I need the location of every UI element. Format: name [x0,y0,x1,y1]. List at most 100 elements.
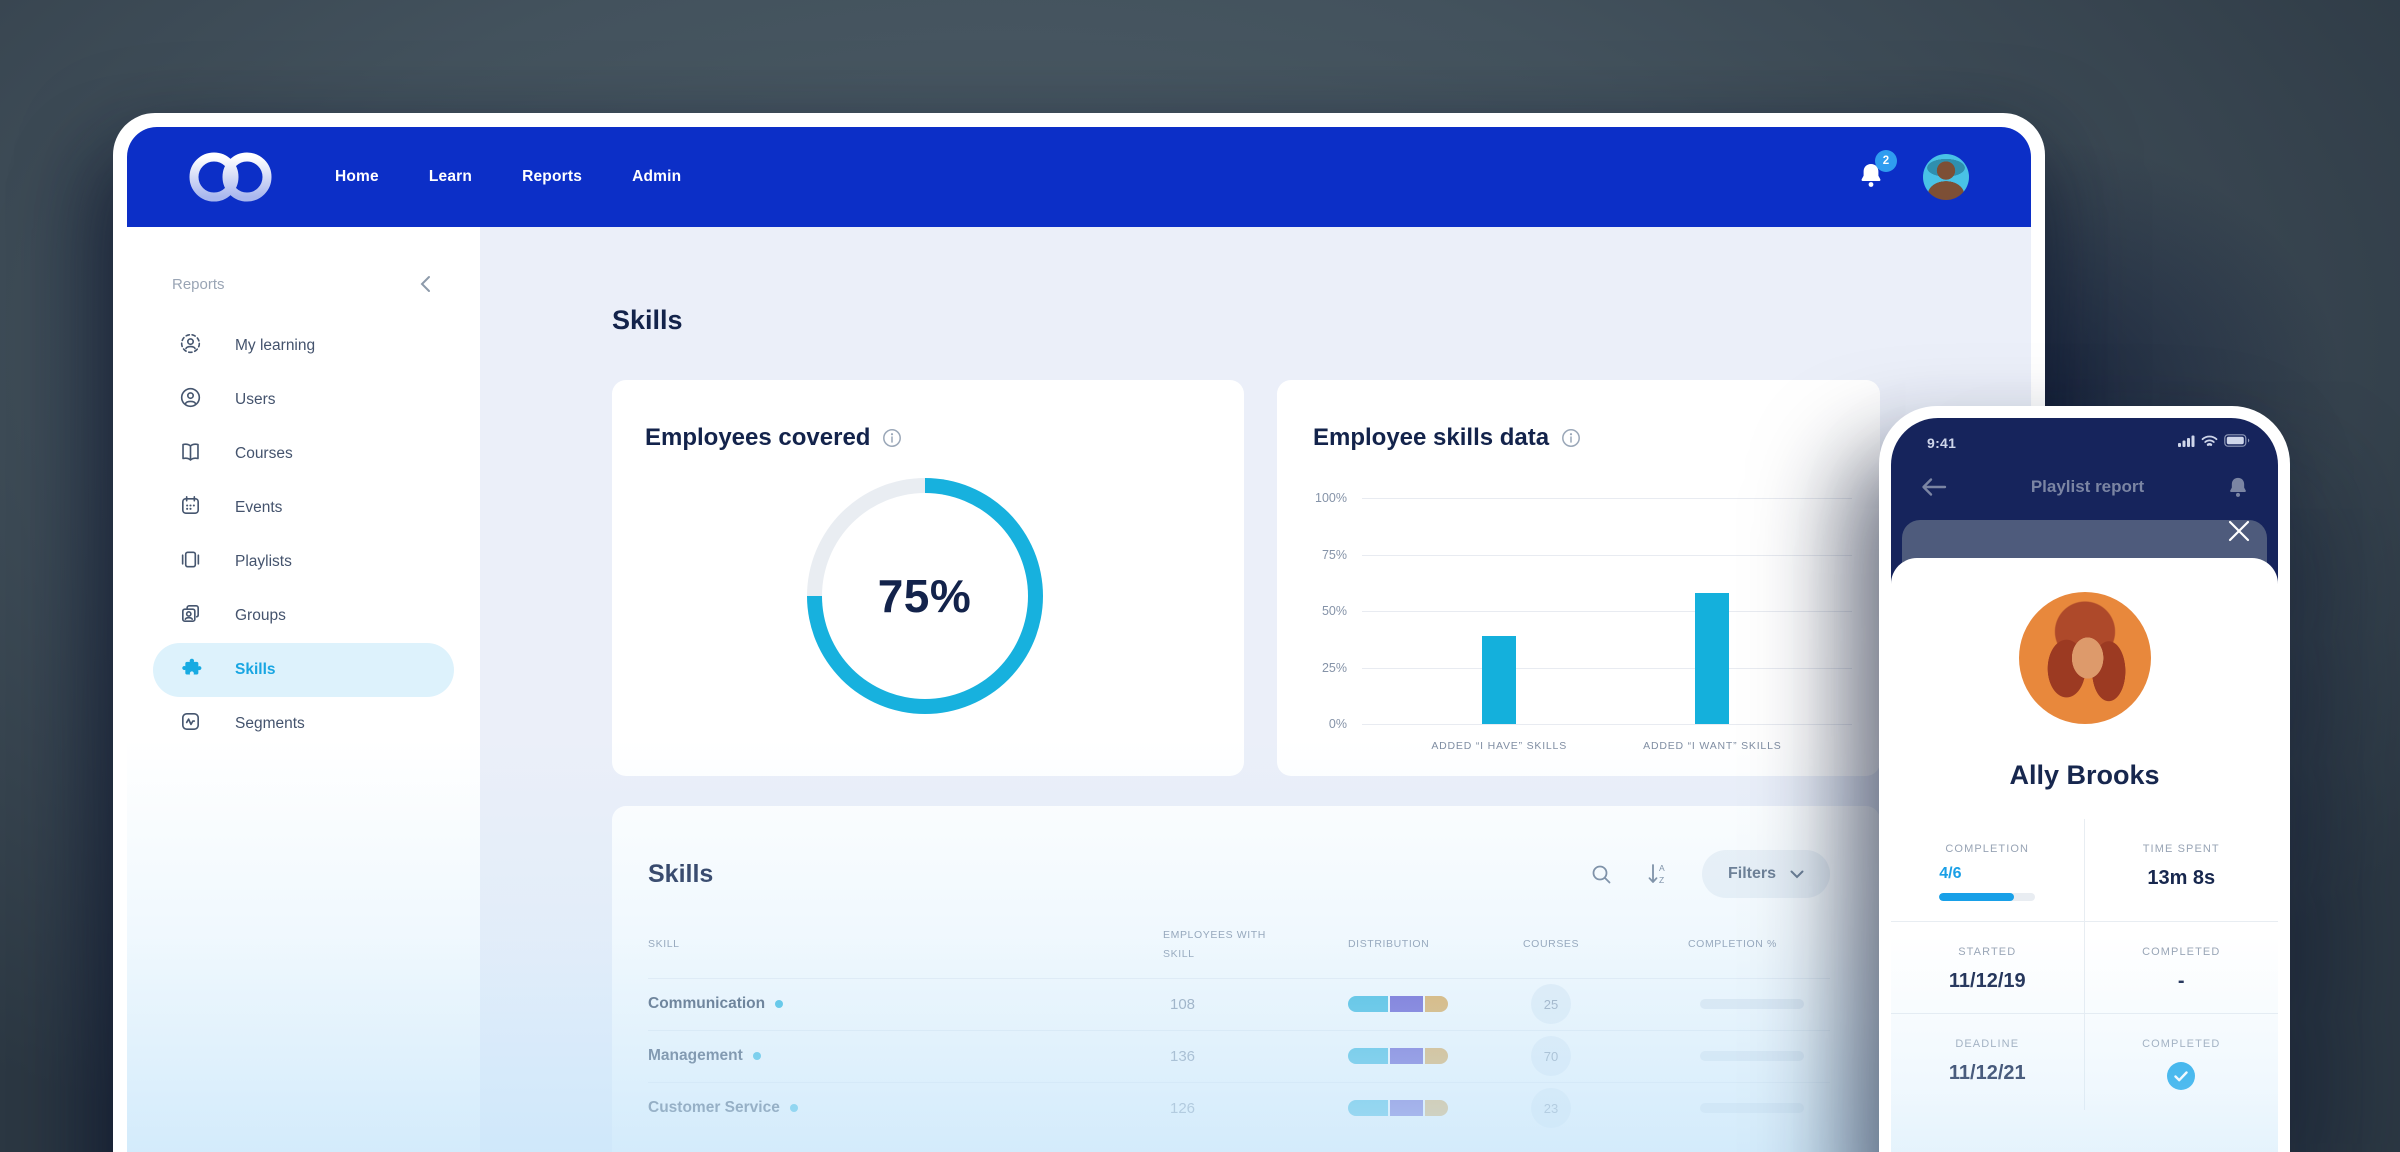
y-axis: 100% 75% 50% 25% 0% [1313,491,1347,731]
stat-label: STARTED [1958,946,2017,958]
skill-name: Management [648,1047,743,1065]
table-row[interactable]: Customer Service 126 23 [648,1081,1830,1134]
table-header-row: Skill Employees with skill Distribution … [648,926,1830,978]
employees-covered-card: Employees covered 75% [612,380,1244,776]
check-circle-icon [2167,1062,2196,1090]
bell-icon[interactable] [2228,476,2248,498]
group-icon [179,602,202,630]
courses-badge: 70 [1531,1036,1571,1077]
stat-value: 11/12/21 [1948,1062,2026,1084]
courses-badge: 25 [1531,984,1571,1025]
column-header: Courses [1523,938,1580,951]
employee-skills-data-card: Employee skills data 100% 75% 50% [1277,380,1880,776]
sidebar-title: Reports [172,275,225,293]
sidebar-item-label: Playlists [235,553,292,570]
book-icon [179,440,202,468]
card-title: Employee skills data [1313,424,1550,451]
phone-screen: 9:41 Playlist report [1891,418,2278,1152]
ally-brooks-avatar [2018,592,2151,724]
notifications-button[interactable]: 2 [1859,149,1897,193]
table-title: Skills [648,859,714,888]
sidebar-item-events[interactable]: Events [153,481,454,535]
skill-name: Communication [648,995,766,1013]
bar [1695,592,1730,724]
info-icon[interactable] [1561,428,1581,448]
sidebar-item-courses[interactable]: Courses [153,427,454,481]
skill-dot [752,1052,761,1061]
table-row[interactable]: Management 136 70 [648,1029,1830,1082]
sidebar-item-groups[interactable]: Groups [153,589,454,643]
segment-icon [179,710,202,738]
bar [1482,635,1517,724]
nav-link-learn[interactable]: Learn [428,168,473,185]
stat-label: COMPLETION [1945,843,2030,855]
column-header: Distribution [1348,938,1430,951]
stat-started: STARTED 11/12/19 [1891,921,2085,1013]
nav-link-home[interactable]: Home [335,168,379,185]
search-icon[interactable] [1591,864,1612,885]
infinity-logo-icon[interactable] [183,149,279,205]
back-arrow-icon[interactable] [1921,477,1947,497]
bell-icon [1859,163,1883,192]
nav-link-reports[interactable]: Reports [522,168,583,185]
sidebar-item-skills[interactable]: Skills [153,643,454,697]
bar-chart: 100% 75% 50% 25% 0% [1313,491,1852,731]
y-tick: 0% [1328,717,1347,731]
y-tick: 100% [1315,491,1347,505]
playlist-icon [179,548,202,576]
donut-value: 75% [877,570,972,622]
employees-count: 108 [1170,995,1196,1013]
skill-dot [789,1104,798,1113]
filters-label: Filters [1727,865,1776,882]
sidebar-item-users[interactable]: Users [153,373,454,427]
stat-label: COMPLETED [2142,1038,2221,1050]
wifi-icon [2201,434,2218,452]
user-avatar[interactable] [1923,154,1969,200]
phone-page-title: Playlist report [2030,477,2145,496]
skill-name: Customer Service [648,1099,780,1117]
stat-completed-check: COMPLETED [2084,1013,2278,1110]
stat-label: TIME SPENT [2142,843,2220,855]
y-tick: 50% [1321,604,1347,618]
phone-status-bar: 9:41 [1891,418,2278,452]
sidebar-item-label: Courses [235,445,293,462]
distribution-bar [1348,996,1448,1013]
sidebar-item-playlists[interactable]: Playlists [153,535,454,589]
distribution-bar [1348,1100,1448,1117]
donut-chart: 75% [806,478,1043,714]
card-title: Employees covered [645,424,871,451]
completion-track [1700,999,1804,1010]
stat-label: DEADLINE [1955,1038,2020,1050]
y-tick: 75% [1321,547,1347,562]
stat-time-spent: TIME SPENT 13m 8s [2085,819,2279,921]
sidebar-item-label: Groups [235,607,286,624]
nav-link-admin[interactable]: Admin [632,168,682,185]
svg-text:A: A [1659,863,1665,873]
calendar-icon [179,494,202,522]
signal-icon [2178,434,2195,452]
chevron-left-icon[interactable] [420,275,432,293]
puzzle-icon [179,656,202,684]
stat-value: 13m 8s [2147,867,2216,889]
info-icon[interactable] [882,428,902,448]
completion-track [1700,1103,1804,1114]
sidebar-item-label: Events [235,499,283,516]
completion-fraction: 4/6 [1939,865,1962,882]
phone-progress-track [1939,893,2036,901]
phone-app-header: Playlist report [1891,476,2278,498]
distribution-bar [1348,1048,1448,1065]
column-header: Employees with skill [1163,929,1266,960]
sidebar-item-segments[interactable]: Segments [153,697,454,751]
stat-completed-date: COMPLETED - [2084,921,2278,1013]
filters-button[interactable]: Filters [1701,850,1830,898]
sidebar-item-my-learning[interactable]: My learning [153,319,454,373]
profile-name: Ally Brooks [2009,760,2160,790]
close-icon[interactable] [2226,518,2252,544]
column-header: Completion % [1688,938,1777,951]
table-row[interactable]: Communication 108 25 [648,977,1830,1030]
x-label: ADDED “I HAVE” SKILLS [1431,740,1568,752]
sidebar-item-label: Segments [235,715,305,732]
